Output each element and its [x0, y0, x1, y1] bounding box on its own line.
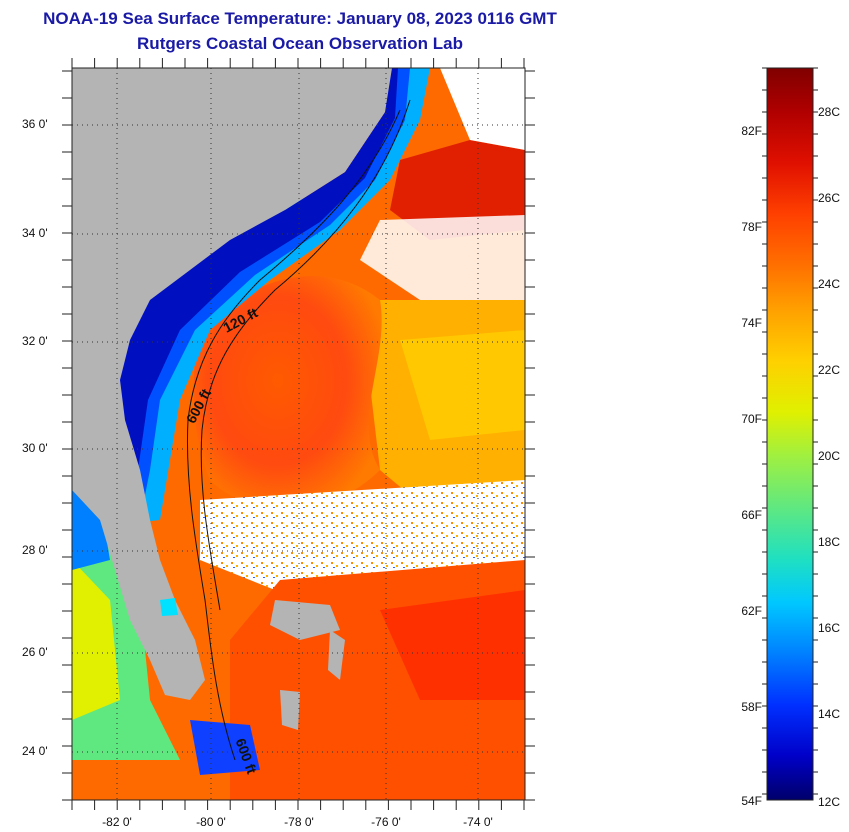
colorbar-f-label: 54F: [741, 794, 762, 808]
map-subtitle: Rutgers Coastal Ocean Observation Lab: [137, 34, 463, 53]
lat-label: 32 0': [22, 334, 48, 348]
coastal-blue: [72, 68, 410, 525]
lat-label: 34 0': [22, 226, 48, 240]
island-grand-bahama: [270, 600, 340, 640]
colorbar-f-label: 78F: [741, 220, 762, 234]
colorbar-f-label: 82F: [741, 124, 762, 138]
island-andros: [280, 690, 300, 730]
colorbar-f-label: 62F: [741, 604, 762, 618]
colorbar-f-label: 66F: [741, 508, 762, 522]
lon-label: -80 0': [196, 815, 226, 829]
colorbar-f-label: 70F: [741, 412, 762, 426]
lon-label: -76 0': [371, 815, 401, 829]
axis-ticks: [62, 58, 535, 810]
lat-label: 30 0': [22, 441, 48, 455]
colorbar: [766, 67, 814, 801]
map-imagery: [72, 68, 525, 800]
lon-label: -82 0': [102, 815, 132, 829]
lat-label: 26 0': [22, 645, 48, 659]
contour-120ft: [186, 109, 401, 761]
lon-label: -74 0': [463, 815, 493, 829]
colorbar-c-label: 12C: [818, 795, 841, 809]
bank-blue: [190, 720, 260, 775]
lat-label: 36 0': [22, 117, 48, 131]
colorbar-c-label: 28C: [818, 105, 841, 119]
colorbar-c-label: 18C: [818, 535, 841, 549]
colorbar-f-label: 74F: [741, 316, 762, 330]
cloud-north: [440, 68, 525, 150]
colorbar-c-label: 22C: [818, 363, 841, 377]
ocean-yellow-east-2: [400, 330, 525, 440]
ocean-south-red: [380, 590, 525, 700]
colorbar-c-label: 24C: [818, 277, 841, 291]
colorbar-c-label: 20C: [818, 449, 841, 463]
colorbar-f-label: 58F: [741, 700, 762, 714]
land-mainland: [72, 68, 392, 700]
lat-label: 24 0': [22, 744, 48, 758]
gulf-yellow: [72, 560, 120, 720]
cloud-band-1: [360, 215, 525, 300]
map-title: NOAA-19 Sea Surface Temperature: January…: [43, 9, 557, 28]
island-abaco: [328, 630, 345, 680]
lat-label: 28 0': [22, 543, 48, 557]
colorbar-ticks: [762, 67, 818, 795]
contour-600ft: [200, 99, 411, 611]
ocean-north-red: [390, 140, 525, 240]
lake-okeechobee: [160, 598, 178, 616]
colorbar-c-label: 16C: [818, 621, 841, 635]
colorbar-c-label: 26C: [818, 191, 841, 205]
graticule: [72, 68, 525, 800]
lon-label: -78 0': [284, 815, 314, 829]
colorbar-c-label: 14C: [818, 707, 841, 721]
gulf-stream-core: [193, 276, 382, 509]
